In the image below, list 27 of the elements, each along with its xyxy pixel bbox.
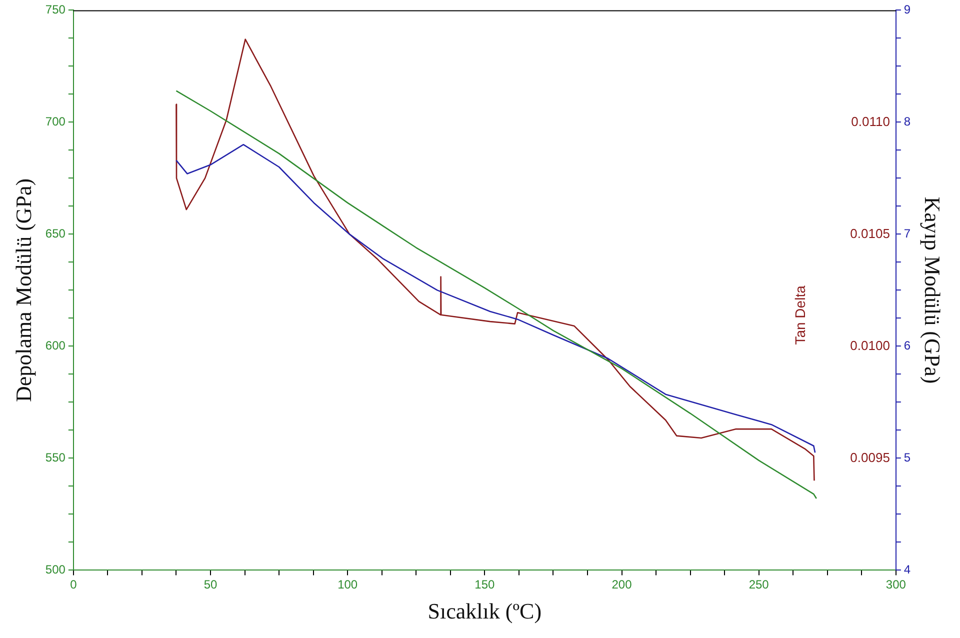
y3-tick-label: 0.0110	[851, 114, 890, 129]
y-tick-label: 650	[45, 226, 66, 241]
x-tick-label: 100	[338, 578, 358, 592]
y-tick-label: 500	[45, 562, 66, 577]
x-tick-label: 200	[612, 578, 632, 592]
y2-tick-label: 9	[904, 2, 911, 17]
x-axis-title: Sıcaklık (ºC)	[428, 598, 542, 624]
y2-tick-label: 8	[904, 114, 911, 129]
x-tick-label: 0	[70, 578, 78, 592]
y2-tick-label: 5	[904, 450, 911, 465]
x-tick-label: 150	[474, 578, 496, 592]
y-tick-label: 550	[45, 450, 66, 465]
y-tick-label: 750	[45, 2, 66, 17]
y3-axis-title: Tan Delta	[792, 285, 808, 345]
y3-tick-label: 0.0095	[850, 450, 890, 465]
x-tick-label: 250	[748, 578, 770, 592]
x-tick-label: 50	[204, 578, 218, 592]
y-tick-label: 600	[45, 338, 66, 353]
y2-tick-label: 6	[904, 338, 911, 353]
y2-tick-label: 4	[904, 562, 911, 577]
y3-tick-label: 0.0105	[850, 226, 890, 241]
y-axis-title: Depolama Modülü (GPa)	[10, 178, 36, 402]
y3-tick-label: 0.0100	[850, 338, 890, 353]
y2-tick-label: 7	[904, 226, 911, 241]
x-tick-label: 300	[886, 578, 906, 592]
y2-axis-title: Kayıp Modülü (GPa)	[920, 196, 946, 384]
y-tick-label: 700	[45, 114, 66, 129]
